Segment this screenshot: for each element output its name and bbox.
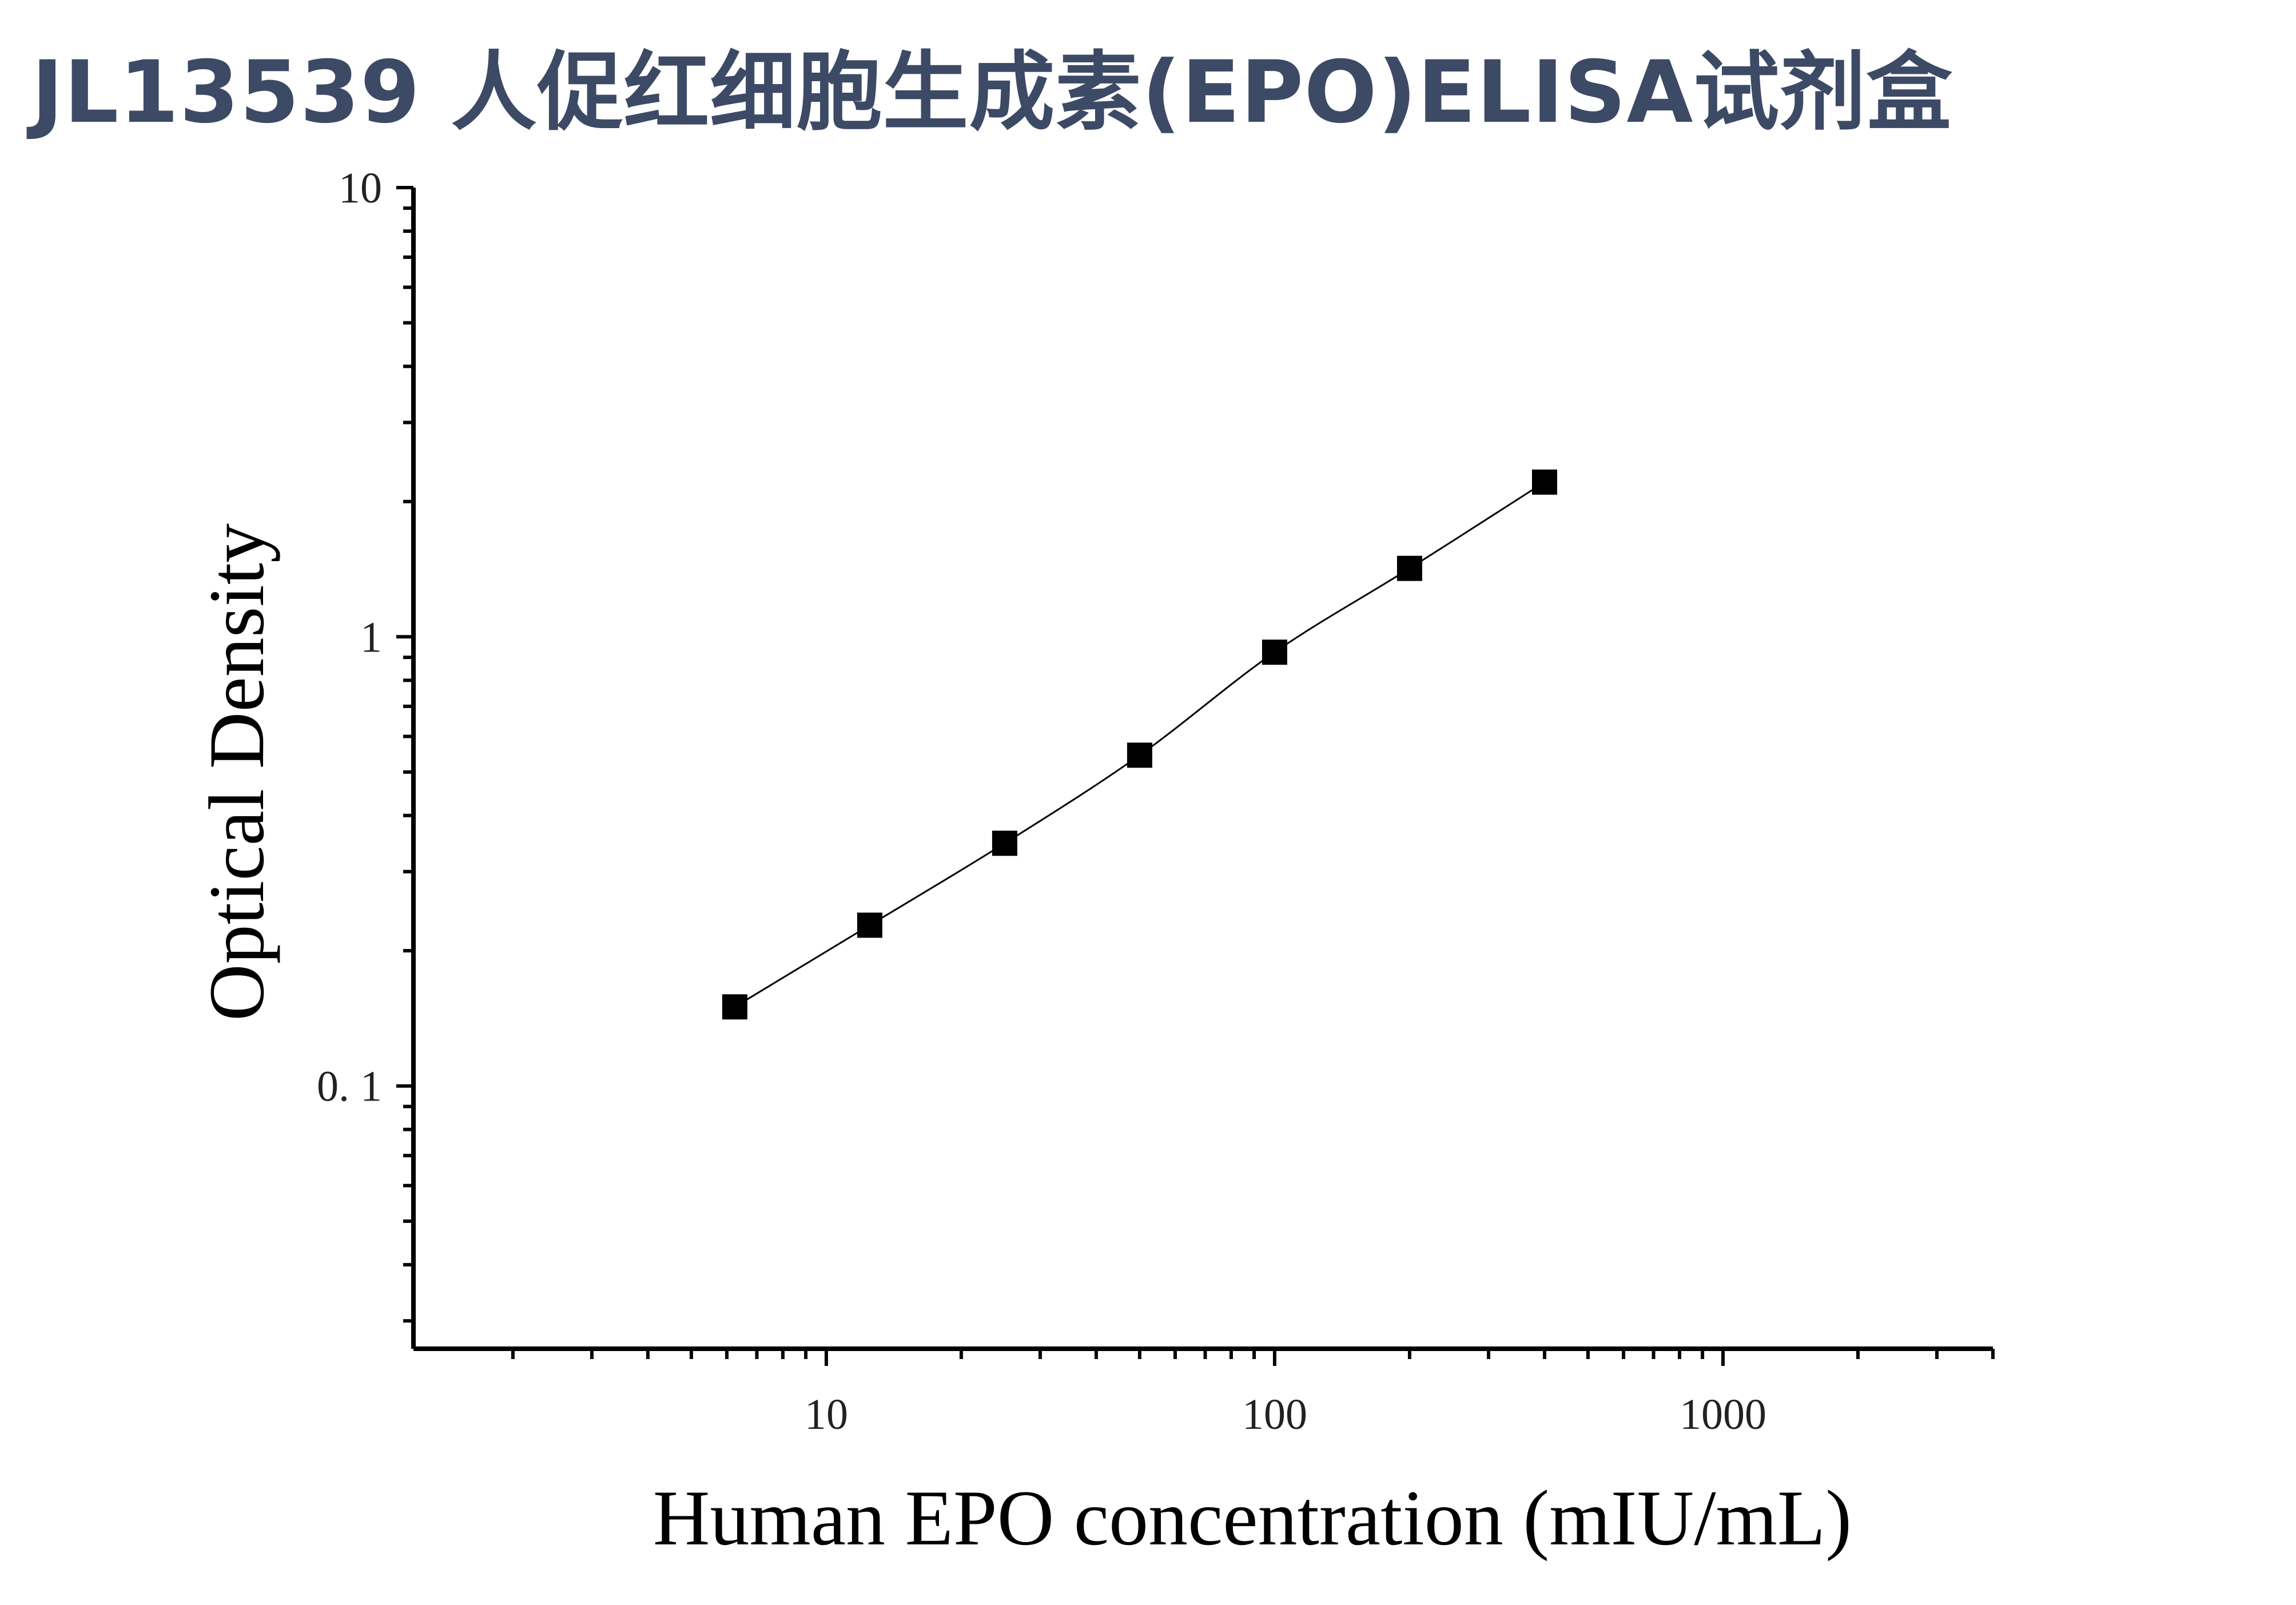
data-point: [857, 912, 882, 938]
y-tick-label: 10: [339, 164, 382, 212]
data-point: [1127, 742, 1152, 768]
data-point: [992, 831, 1017, 856]
x-axis-title: Human EPO concentration (mIU/mL): [653, 1474, 1852, 1562]
y-tick-label: 0. 1: [317, 1063, 382, 1111]
data-point: [1396, 555, 1422, 581]
data-point: [722, 994, 747, 1020]
y-tick-label: 1: [360, 613, 382, 661]
tick-labels: 10 100 1000 0. 1 1 10: [317, 164, 1766, 1439]
data-point: [1262, 639, 1287, 665]
page-title: JL13539 人促红细胞生成素(EPO)ELISA试剂盒: [31, 43, 1953, 142]
axes: [396, 186, 1995, 1366]
x-tick-label: 100: [1242, 1391, 1307, 1439]
x-tick-label: 1000: [1680, 1391, 1766, 1439]
data-points: [722, 469, 1557, 1020]
y-axis-title: Optical Density: [193, 523, 280, 1021]
data-point: [1531, 469, 1557, 495]
x-tick-label: 10: [805, 1391, 848, 1439]
